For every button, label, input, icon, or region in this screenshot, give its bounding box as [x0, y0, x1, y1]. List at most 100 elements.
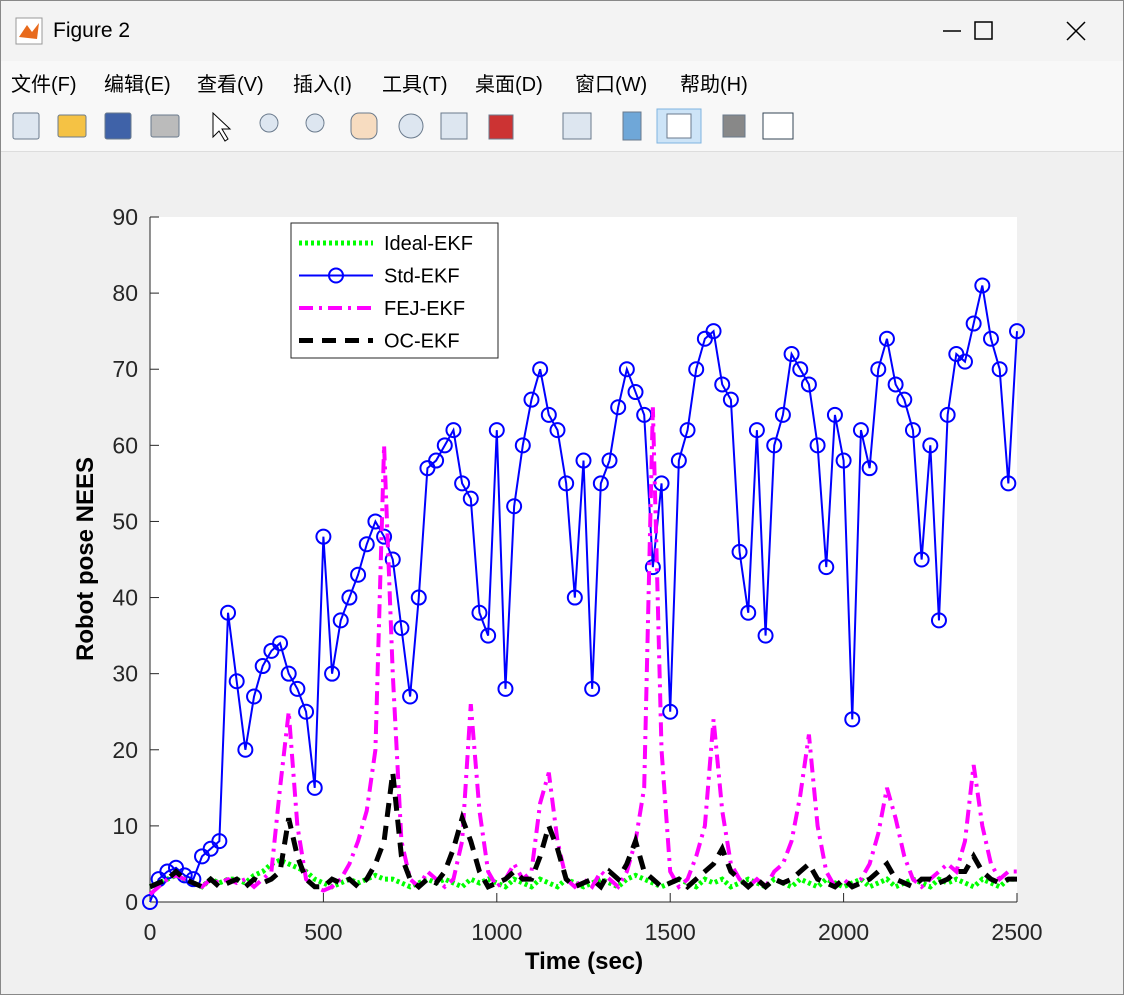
maximize[interactable]: [974, 21, 993, 40]
marker: [315, 528, 332, 545]
marker: [887, 376, 904, 393]
marker: [818, 559, 835, 576]
legend-label: FEJ-EKF: [384, 298, 465, 320]
menu-item[interactable]: 编辑(E): [104, 74, 171, 96]
marker: [237, 741, 254, 758]
menu-item[interactable]: 文件(F): [11, 74, 77, 96]
marker: [410, 589, 427, 606]
marker: [393, 620, 410, 636]
marker: [272, 635, 289, 652]
y-axis-label: Robot pose NEES: [72, 457, 99, 661]
menu-item[interactable]: 插入(I): [293, 74, 352, 96]
marker: [913, 551, 930, 568]
marker: [211, 833, 228, 850]
marker: [922, 437, 939, 454]
marker: [436, 437, 453, 454]
y-tick-label: 90: [112, 204, 138, 230]
app-icon: [15, 17, 43, 45]
marker: [445, 422, 462, 439]
marker: [1000, 475, 1017, 492]
marker: [246, 688, 263, 705]
marker: [540, 406, 557, 423]
marker: [930, 612, 947, 629]
marker: [298, 703, 315, 720]
window-controls[interactable]: [943, 1, 1123, 61]
marker: [142, 894, 158, 910]
marker: [306, 779, 323, 796]
marker: [844, 711, 861, 728]
marker: [480, 627, 497, 644]
marker: [341, 589, 358, 606]
menu-item[interactable]: 窗口(W): [575, 74, 648, 96]
marker: [982, 330, 999, 347]
marker: [228, 673, 245, 690]
toolbar-icons[interactable]: [1, 99, 821, 151]
marker: [757, 627, 774, 644]
chart: Time (sec) Robot pose NEES 0 500 1000 1500 2…: [72, 204, 1043, 975]
marker: [324, 665, 341, 682]
marker: [740, 604, 757, 621]
marker: [774, 406, 791, 423]
marker: [454, 475, 471, 492]
marker: [428, 452, 445, 469]
y-tick-label: 80: [112, 280, 138, 306]
marker: [662, 703, 679, 720]
marker: [358, 536, 375, 553]
marker: [610, 399, 627, 416]
marker: [670, 452, 687, 469]
menu-item[interactable]: 工具(T): [382, 74, 448, 96]
marker: [601, 452, 618, 469]
marker: [731, 543, 748, 560]
series-line: [148, 857, 1017, 890]
plot-area: [150, 217, 1017, 902]
marker: [523, 391, 540, 408]
marker: [965, 315, 982, 332]
marker: [644, 559, 661, 576]
marker: [332, 612, 349, 629]
marker: [185, 871, 202, 888]
marker: [497, 680, 514, 697]
marker: [549, 422, 566, 439]
marker: [705, 323, 722, 340]
menu-item[interactable]: 帮助(H): [680, 74, 748, 96]
marker: [870, 361, 887, 378]
marker: [800, 376, 817, 393]
legend-box: [290, 222, 499, 359]
marker: [766, 437, 783, 454]
menu-item[interactable]: 桌面(D): [475, 74, 543, 96]
marker: [488, 422, 505, 439]
marker: [896, 391, 913, 408]
y-tick-label: 10: [112, 813, 138, 839]
legend-label: Ideal-EKF: [384, 233, 473, 255]
toolbar: [1, 99, 1123, 152]
marker: [514, 437, 531, 454]
y-tick-label: 30: [112, 661, 138, 687]
marker: [254, 658, 271, 675]
marker: [783, 346, 800, 362]
marker: [471, 604, 488, 621]
y-tick-label: 40: [112, 585, 138, 611]
x-tick-label: 2500: [991, 919, 1042, 945]
marker: [714, 376, 731, 393]
marker: [280, 665, 297, 682]
x-tick-label: 1000: [471, 919, 522, 945]
marker: [835, 452, 852, 469]
legend-marker: [328, 267, 344, 284]
x-tick-label: 0: [144, 919, 157, 945]
close[interactable]: [1066, 21, 1086, 41]
marker: [991, 361, 1008, 378]
marker: [1009, 323, 1025, 340]
menu-item[interactable]: 查看(V): [197, 74, 264, 96]
series-line: [148, 407, 1017, 896]
marker: [861, 460, 878, 477]
x-tick-label: 1500: [645, 919, 696, 945]
y-tick-label: 70: [112, 356, 138, 382]
marker: [792, 361, 809, 378]
x-tick-label: 2000: [818, 919, 869, 945]
legend: Ideal-EKF Std-EKF FEJ-EKF OC-EKF: [290, 222, 499, 359]
marker: [627, 384, 644, 401]
x-axis-label: Time (sec): [525, 948, 643, 975]
marker: [584, 680, 601, 697]
marker: [376, 528, 393, 545]
marker: [384, 551, 401, 568]
